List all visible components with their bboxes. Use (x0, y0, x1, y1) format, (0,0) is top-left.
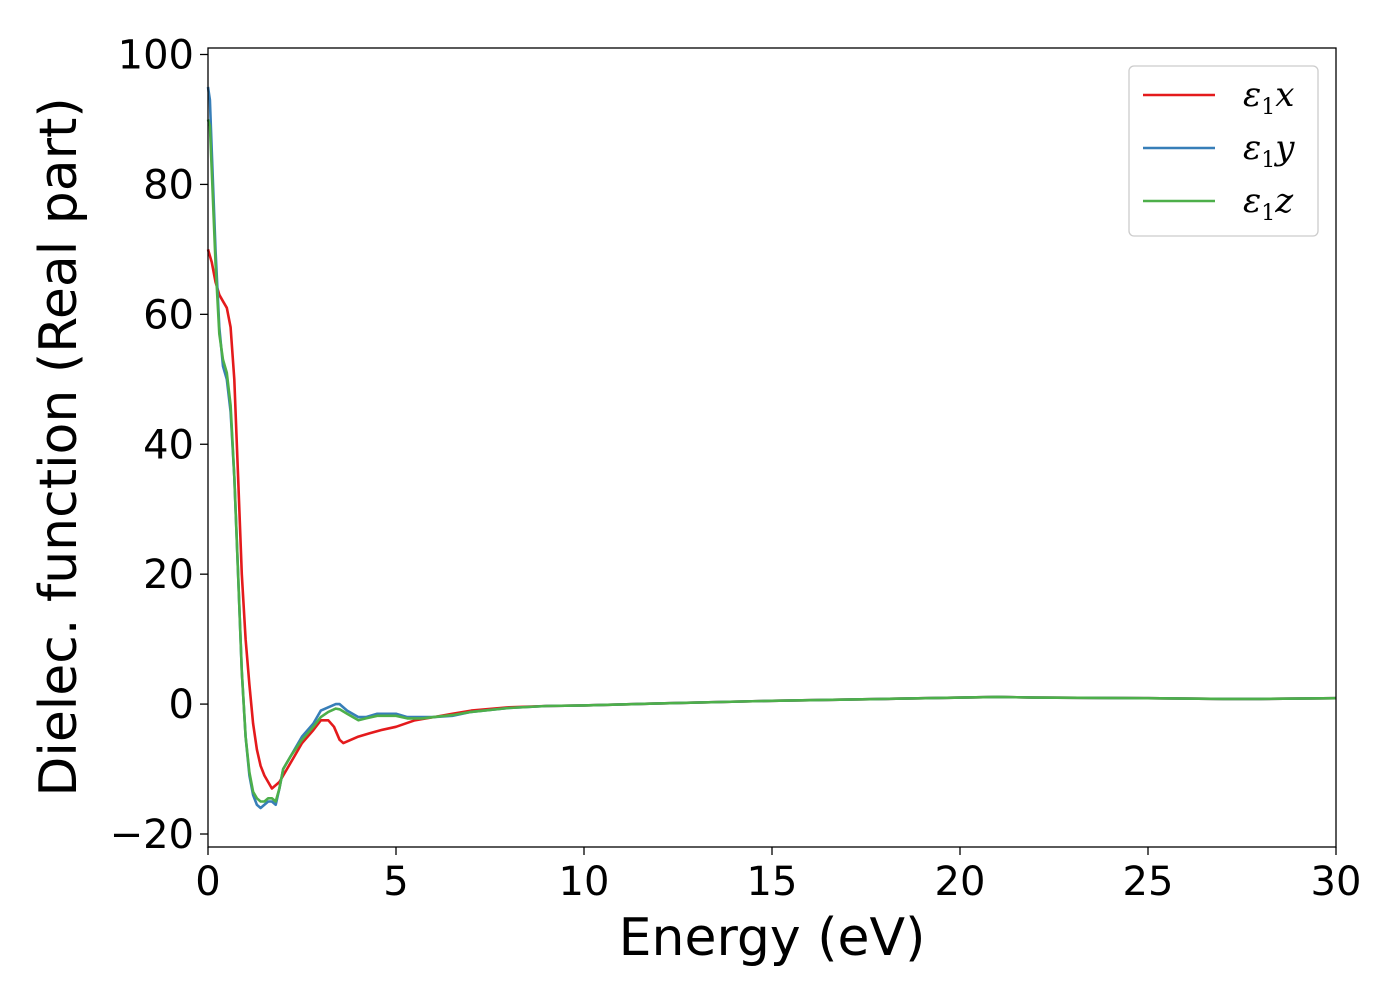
x-tick-label: 0 (195, 859, 220, 905)
x-axis-ticks: 0 5 10 15 20 25 30 (195, 847, 1361, 905)
legend-component: z (1274, 181, 1294, 221)
legend-label-z: ε1z (1243, 181, 1294, 226)
legend-component: x (1275, 75, 1294, 115)
legend-label-x: ε1x (1243, 75, 1294, 120)
y-tick-label: 20 (143, 552, 194, 598)
x-tick-label: 15 (747, 859, 798, 905)
y-axis-label: Dielec. function (Real part) (29, 97, 89, 796)
y-axis-ticks: −20 0 20 40 60 80 100 (110, 32, 208, 858)
y-tick-label: −20 (110, 812, 194, 858)
y-tick-label: 40 (143, 422, 194, 468)
legend-epsilon: ε (1243, 75, 1261, 115)
x-tick-label: 20 (935, 859, 986, 905)
legend-box (1128, 65, 1319, 237)
legend-subscript: 1 (1261, 201, 1275, 226)
y-tick-label: 60 (143, 292, 194, 338)
legend-component: y (1273, 128, 1295, 168)
legend-epsilon: ε (1243, 128, 1261, 168)
legend-subscript: 1 (1261, 95, 1275, 120)
legend-subscript: 1 (1261, 148, 1275, 173)
legend-epsilon: ε (1243, 181, 1261, 221)
y-tick-label: 0 (169, 682, 194, 728)
series-line-z (206, 119, 1337, 803)
y-tick-label: 80 (143, 162, 194, 208)
series-layer (206, 86, 1337, 810)
y-tick-label: 100 (118, 32, 194, 78)
legend-label-y: ε1y (1243, 128, 1295, 173)
x-tick-label: 30 (1311, 859, 1362, 905)
x-tick-label: 10 (559, 859, 610, 905)
x-tick-label: 5 (383, 859, 408, 905)
x-tick-label: 25 (1123, 859, 1174, 905)
x-axis-label: Energy (eV) (619, 908, 926, 968)
